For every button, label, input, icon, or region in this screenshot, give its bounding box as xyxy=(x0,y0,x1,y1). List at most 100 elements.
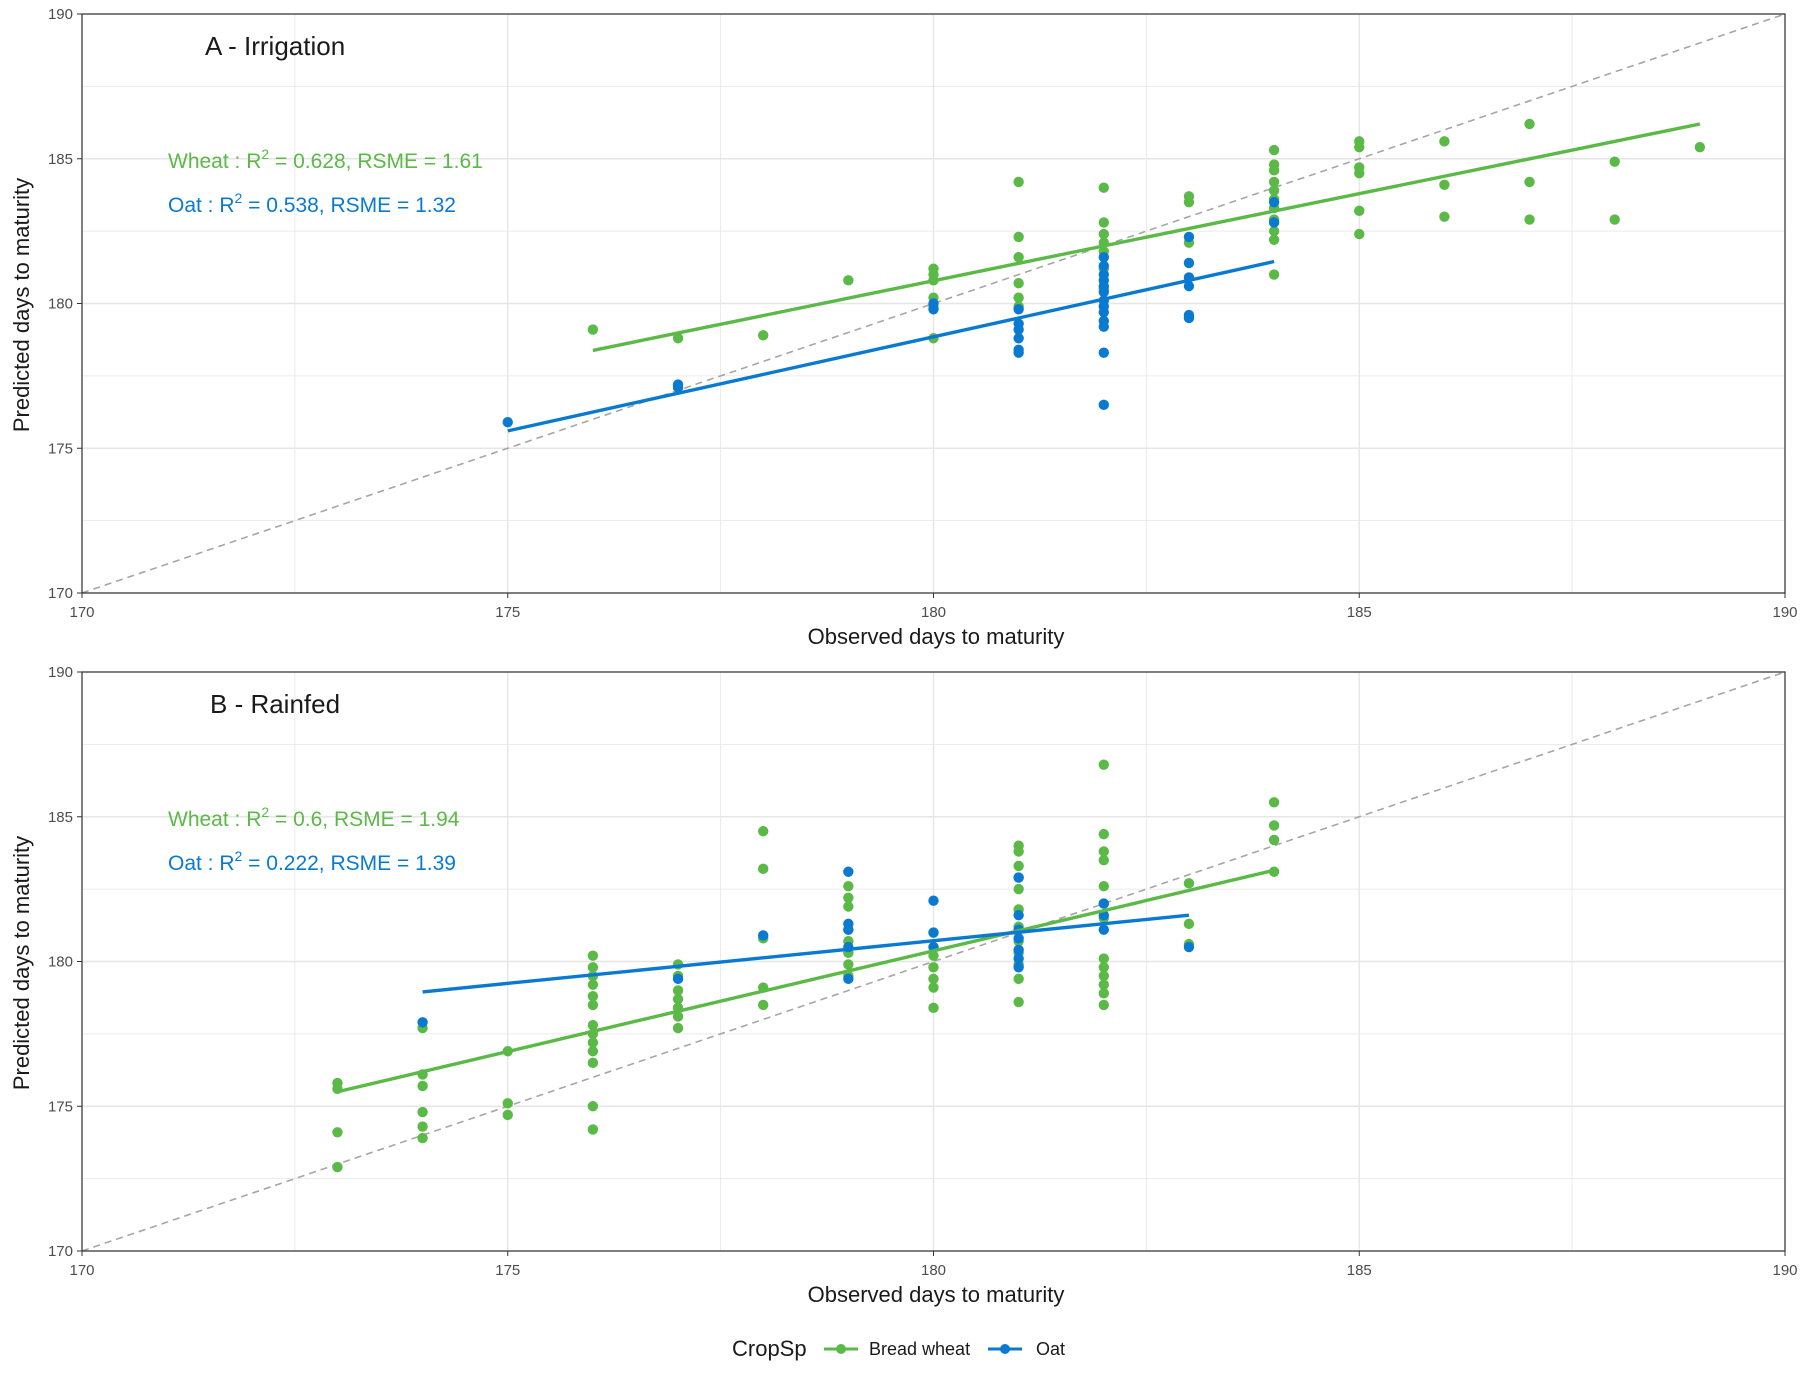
y-tick-label: 190 xyxy=(48,664,73,681)
y-tick-label: 185 xyxy=(48,151,73,168)
data-point-bread-wheat xyxy=(1098,846,1110,857)
data-point-bread-wheat xyxy=(672,333,684,344)
panel-b-fit-lines xyxy=(337,868,1275,1094)
x-tick-label: 175 xyxy=(495,1262,520,1279)
data-point-oat xyxy=(1013,962,1024,973)
data-point-bread-wheat xyxy=(587,950,599,961)
data-point-bread-wheat xyxy=(1609,156,1620,167)
data-point-oat xyxy=(672,382,684,393)
data-point-bread-wheat xyxy=(1098,854,1110,866)
panel-a-y-ticks: 170 175 180 185 190 xyxy=(48,6,82,602)
data-point-bread-wheat xyxy=(672,993,684,1005)
data-point-oat xyxy=(928,304,939,315)
data-point-oat xyxy=(1183,257,1195,269)
panel-a-x-axis-title: Observed days to maturity xyxy=(808,624,1065,649)
data-point-bread-wheat xyxy=(1268,269,1280,280)
data-point-oat xyxy=(1098,260,1110,272)
data-point-oat xyxy=(758,930,769,941)
data-point-bread-wheat xyxy=(417,1132,428,1144)
data-point-bread-wheat xyxy=(1268,820,1280,831)
x-tick-label: 180 xyxy=(921,1262,946,1279)
data-point-bread-wheat xyxy=(1013,846,1024,857)
panel-b-wheat-stat-sup: 2 xyxy=(261,804,269,820)
x-tick-label: 190 xyxy=(1772,604,1797,621)
data-point-bread-wheat xyxy=(1013,251,1024,263)
data-point-oat xyxy=(1183,231,1195,243)
data-point-oat xyxy=(928,895,939,906)
data-point-bread-wheat xyxy=(587,999,599,1011)
data-point-bread-wheat xyxy=(758,999,769,1011)
panel-b-oat-stat-sup: 2 xyxy=(235,848,243,864)
data-point-bread-wheat xyxy=(843,959,854,970)
data-point-bread-wheat xyxy=(587,991,599,1002)
data-point-bread-wheat xyxy=(1013,996,1024,1008)
data-point-bread-wheat xyxy=(1268,144,1280,156)
legend-dot-oat xyxy=(1000,1344,1010,1354)
panel-a-wheat-stat: Wheat : R2 = 0.628, RSME = 1.61 xyxy=(168,146,483,173)
data-point-bread-wheat xyxy=(1098,759,1110,770)
panel-b: 170 175 180 185 190 170 175 180 185 190 B - Rain… xyxy=(9,664,1798,1307)
data-point-bread-wheat xyxy=(843,881,854,892)
data-point-oat xyxy=(1098,306,1110,318)
data-point-bread-wheat xyxy=(1694,141,1706,153)
data-point-bread-wheat xyxy=(1098,999,1110,1011)
fit-line-oat xyxy=(507,259,1275,433)
panel-b-oat-stat-suffix: = 0.222, RSME = 1.39 xyxy=(242,852,456,875)
data-point-bread-wheat xyxy=(1354,168,1365,179)
panel-a-wheat-stat-suffix: = 0.628, RSME = 1.61 xyxy=(269,150,483,173)
data-point-bread-wheat xyxy=(1098,953,1110,964)
data-point-bread-wheat xyxy=(1013,292,1024,303)
data-point-bread-wheat xyxy=(332,1127,343,1138)
data-point-bread-wheat xyxy=(1268,797,1280,808)
data-point-oat xyxy=(1183,941,1195,953)
panel-a-wheat-stat-prefix: Wheat : R xyxy=(168,150,261,173)
data-point-bread-wheat xyxy=(843,892,854,904)
y-tick-label: 180 xyxy=(48,296,73,313)
panel-a-oat-stat-prefix: Oat : R xyxy=(168,194,235,217)
fit-line-bread-wheat xyxy=(592,122,1701,353)
data-point-bread-wheat xyxy=(502,1109,513,1121)
data-point-bread-wheat xyxy=(1183,878,1195,889)
panel-b-oat-stat-prefix: Oat : R xyxy=(168,852,235,875)
panel-b-y-ticks: 170 175 180 185 190 xyxy=(48,664,82,1260)
x-tick-label: 170 xyxy=(69,604,94,621)
data-point-bread-wheat xyxy=(843,275,854,286)
data-point-bread-wheat xyxy=(672,985,684,996)
panel-a-title: A - Irrigation xyxy=(205,31,345,61)
y-tick-label: 180 xyxy=(48,954,73,971)
data-point-bread-wheat xyxy=(332,1161,343,1173)
data-point-bread-wheat xyxy=(758,330,769,341)
data-point-oat xyxy=(1013,304,1024,315)
data-point-bread-wheat xyxy=(1268,176,1280,188)
data-point-oat xyxy=(1268,217,1280,228)
data-point-bread-wheat xyxy=(1098,217,1110,228)
data-point-bread-wheat xyxy=(1013,231,1024,243)
data-point-bread-wheat xyxy=(1013,278,1024,289)
data-point-bread-wheat xyxy=(1098,881,1110,892)
legend-title: CropSp xyxy=(732,1336,807,1361)
data-point-oat xyxy=(417,1017,428,1028)
data-point-bread-wheat xyxy=(928,962,939,973)
data-point-bread-wheat xyxy=(843,901,854,912)
data-point-bread-wheat xyxy=(1268,185,1280,196)
data-point-bread-wheat xyxy=(587,1124,599,1135)
data-point-bread-wheat xyxy=(587,962,599,973)
panel-a-fit-lines xyxy=(507,122,1701,433)
panel-a-y-axis-title: Predicted days to maturity xyxy=(9,178,34,432)
data-point-oat xyxy=(1013,933,1024,944)
data-point-oat xyxy=(928,927,939,938)
legend: CropSp Bread wheat Oat xyxy=(732,1336,1065,1361)
data-point-oat xyxy=(502,416,513,428)
data-point-bread-wheat xyxy=(1013,176,1024,188)
panel-a-oat-stat: Oat : R2 = 0.538, RSME = 1.32 xyxy=(168,190,456,217)
panel-a-oat-stat-suffix: = 0.538, RSME = 1.32 xyxy=(242,194,456,217)
data-point-bread-wheat xyxy=(1268,165,1280,176)
data-point-oat xyxy=(1268,196,1280,208)
x-tick-label: 180 xyxy=(921,604,946,621)
data-point-bread-wheat xyxy=(417,1080,428,1092)
data-point-oat xyxy=(843,973,854,985)
data-point-oat xyxy=(1013,953,1024,964)
data-point-oat xyxy=(1098,321,1110,332)
fit-line-oat xyxy=(422,913,1190,994)
data-point-oat xyxy=(1098,924,1110,935)
